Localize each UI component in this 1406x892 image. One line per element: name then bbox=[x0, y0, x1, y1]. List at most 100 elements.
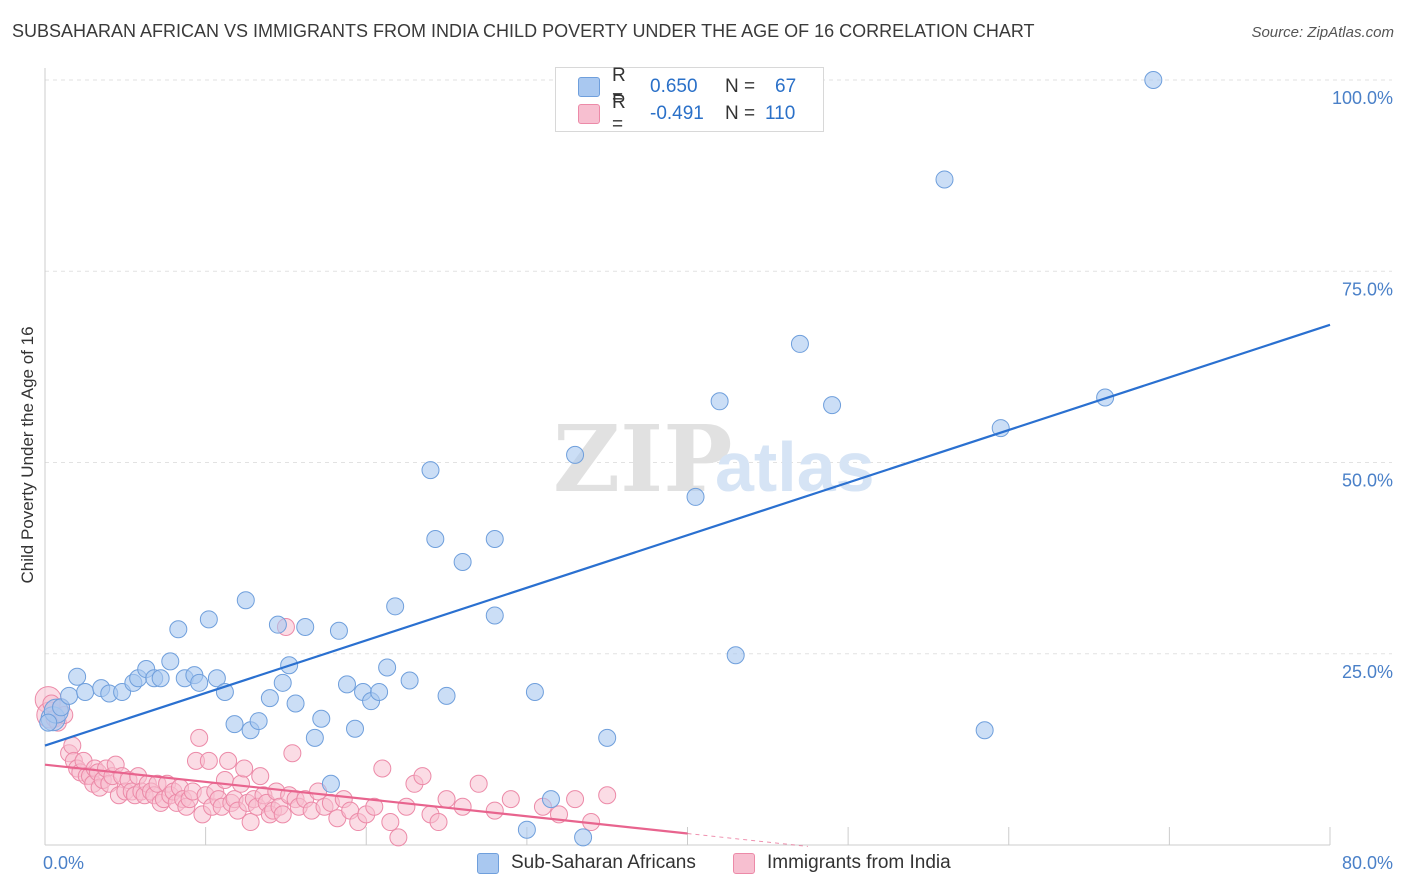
subsaharan-points bbox=[39, 71, 1163, 847]
india-point bbox=[381, 813, 400, 832]
india-point bbox=[199, 751, 218, 770]
subsaharan-point bbox=[296, 617, 315, 636]
legend-swatch-blue bbox=[578, 77, 600, 97]
india-point bbox=[251, 767, 270, 786]
india-trend-line bbox=[44, 763, 688, 835]
subsaharan-point bbox=[400, 671, 419, 690]
y-tick-label: 75.0% bbox=[1342, 279, 1393, 299]
subsaharan-point bbox=[305, 728, 324, 747]
legend-swatch-blue bbox=[477, 852, 499, 874]
subsaharan-point bbox=[346, 719, 365, 738]
india-point bbox=[219, 751, 238, 770]
y-tick-label: 100.0% bbox=[1332, 88, 1393, 108]
subsaharan-point bbox=[517, 820, 536, 839]
subsaharan-trend-line bbox=[44, 323, 1331, 747]
legend-item-label: Sub-Saharan Africans bbox=[511, 852, 696, 873]
subsaharan-point bbox=[726, 646, 745, 665]
subsaharan-point bbox=[321, 774, 340, 793]
subsaharan-point bbox=[236, 591, 255, 610]
subsaharan-point bbox=[268, 615, 287, 634]
tick-labels: 100.0% 75.0% 50.0% 25.0% 0.0% 80.0% bbox=[43, 88, 1393, 873]
y-tick-label: 25.0% bbox=[1342, 662, 1393, 682]
y-tick-label: 50.0% bbox=[1342, 471, 1393, 491]
subsaharan-point bbox=[249, 712, 268, 731]
legend: R = 0.650 N = 67 R = -0.491 N = 110 bbox=[555, 65, 824, 135]
subsaharan-point bbox=[76, 683, 95, 701]
legend-r-value: -0.491 bbox=[650, 103, 704, 124]
legend-r-value: 0.650 bbox=[650, 76, 698, 97]
chart-title: SUBSAHARAN AFRICAN VS IMMIGRANTS FROM IN… bbox=[12, 21, 1035, 41]
subsaharan-point bbox=[151, 669, 170, 688]
subsaharan-point bbox=[1144, 71, 1163, 89]
legend-n-value: 110 bbox=[765, 103, 796, 124]
legend-swatch-pink bbox=[578, 104, 600, 124]
x-tick-label: 80.0% bbox=[1342, 853, 1393, 873]
india-point bbox=[235, 759, 254, 778]
subsaharan-point bbox=[207, 669, 226, 688]
legend-item-label: Immigrants from India bbox=[767, 852, 951, 873]
subsaharan-point bbox=[337, 675, 356, 694]
india-point bbox=[283, 744, 302, 763]
source-label: Source: ZipAtlas.com bbox=[1251, 24, 1394, 41]
subsaharan-point bbox=[60, 686, 79, 705]
legend-n-value: 67 bbox=[775, 76, 797, 97]
subsaharan-point bbox=[453, 552, 472, 571]
subsaharan-point bbox=[437, 686, 456, 705]
india-point bbox=[485, 801, 504, 820]
y-axis-label: Child Poverty Under the Age of 16 bbox=[18, 326, 37, 584]
subsaharan-point bbox=[190, 673, 209, 692]
subsaharan-point bbox=[312, 709, 331, 728]
india-point bbox=[373, 759, 392, 778]
legend-n-label: N = bbox=[725, 76, 756, 97]
subsaharan-point bbox=[710, 392, 729, 411]
x-tick-label: 0.0% bbox=[43, 853, 84, 873]
india-point bbox=[566, 790, 585, 809]
subsaharan-point bbox=[286, 694, 305, 713]
subsaharan-point bbox=[260, 689, 279, 708]
subsaharan-point bbox=[273, 673, 292, 692]
gridlines bbox=[45, 79, 1392, 655]
india-point bbox=[501, 790, 520, 809]
subsaharan-point bbox=[485, 530, 504, 548]
bottom-legend: Sub-Saharan Africans Immigrants from Ind… bbox=[0, 852, 1406, 878]
subsaharan-point bbox=[935, 170, 954, 189]
subsaharan-point bbox=[225, 715, 244, 734]
legend-r-label: R = bbox=[612, 92, 626, 135]
subsaharan-point bbox=[426, 530, 445, 548]
subsaharan-point bbox=[541, 790, 560, 809]
subsaharan-point bbox=[39, 713, 58, 732]
legend-swatch-pink bbox=[733, 852, 755, 874]
subsaharan-point bbox=[485, 606, 504, 625]
subsaharan-point bbox=[161, 652, 180, 671]
legend-item-india: Immigrants from India bbox=[733, 852, 951, 874]
india-point bbox=[429, 813, 448, 832]
subsaharan-point bbox=[975, 721, 994, 740]
india-point bbox=[437, 790, 456, 809]
india-point bbox=[397, 797, 416, 816]
subsaharan-point bbox=[386, 597, 405, 616]
legend-r-label: R = bbox=[612, 65, 626, 108]
india-point bbox=[365, 797, 384, 816]
india-trend-extension bbox=[687, 833, 809, 847]
watermark-atlas: atlas bbox=[715, 428, 875, 506]
india-point bbox=[241, 813, 260, 832]
india-point bbox=[453, 797, 472, 816]
india-point bbox=[273, 805, 292, 824]
trend-lines bbox=[44, 323, 1331, 847]
india-point bbox=[469, 774, 488, 793]
subsaharan-point bbox=[525, 683, 544, 701]
subsaharan-point bbox=[574, 828, 593, 847]
subsaharan-point bbox=[790, 334, 809, 353]
india-point bbox=[215, 770, 234, 789]
india-point bbox=[231, 774, 250, 793]
legend-item-subsaharan: Sub-Saharan Africans bbox=[477, 852, 696, 874]
subsaharan-point bbox=[68, 667, 87, 686]
subsaharan-point bbox=[370, 683, 389, 701]
india-point bbox=[598, 786, 617, 805]
india-point bbox=[413, 767, 432, 786]
india-point bbox=[190, 728, 209, 747]
india-point bbox=[389, 828, 408, 847]
subsaharan-point bbox=[566, 445, 585, 464]
